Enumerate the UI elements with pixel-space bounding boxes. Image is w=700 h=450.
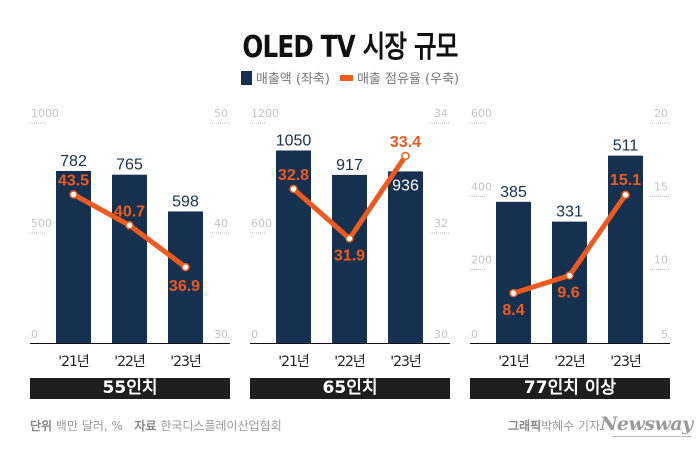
bar [276, 150, 311, 343]
x-tick-label: '21년 [58, 354, 89, 370]
share-point [69, 190, 78, 199]
x-tick-label: '22년 [554, 354, 585, 370]
bar-value-label: 782 [60, 153, 87, 170]
share-value-label: 43.5 [58, 173, 89, 190]
newsway-logo: Newsway [600, 413, 693, 435]
legend-item-revenue: 매출액 (좌축) [240, 68, 330, 87]
left-axis-tick-label: 0 [251, 328, 258, 341]
bar-value-label: 765 [116, 157, 143, 174]
logo-underline [612, 436, 692, 437]
panel-title-55: 55인치 [30, 378, 230, 399]
left-axis-tick-label: 200 [471, 254, 492, 267]
source-value: 한국디스플레이산업협회 [160, 419, 282, 433]
share-value-label: 33.4 [390, 134, 421, 151]
x-tick-label: '21년 [278, 354, 309, 370]
bar [168, 211, 203, 343]
left-axis-tick-label: 0 [471, 328, 478, 341]
x-tick-label: '21년 [498, 354, 529, 370]
right-axis-tick-label: 50 [214, 107, 228, 120]
x-tick-label: '23년 [390, 354, 421, 370]
graphic-value: 박혜수 기자 [541, 419, 601, 433]
left-axis-tick-label: 400 [471, 180, 492, 193]
bar [496, 201, 531, 343]
bar [608, 155, 643, 343]
chart-title: OLED TV 시장 규모 [242, 30, 458, 65]
bar-value-label: 936 [392, 177, 419, 194]
right-axis-tick-label: 40 [214, 217, 228, 230]
share-point [565, 271, 574, 280]
share-value-label: 8.4 [502, 302, 524, 319]
bar-value-label: 917 [336, 157, 363, 174]
panel-title-77: 77인치 이상 [470, 378, 670, 399]
right-axis-tick-label: 20 [654, 107, 668, 120]
right-axis-tick-label: 5 [661, 328, 668, 341]
left-axis-tick-label: 1000 [31, 107, 59, 120]
share-point [509, 288, 518, 298]
share-point [181, 262, 190, 272]
left-axis-tick-label: 0 [31, 328, 38, 341]
share-value-label: 31.9 [334, 248, 365, 265]
source-label: 자료 [134, 419, 157, 433]
x-tick-label: '23년 [170, 354, 201, 370]
right-axis-tick-label: 34 [434, 107, 448, 120]
bar-value-label: 331 [556, 204, 583, 221]
right-axis-tick-label: 32 [434, 217, 448, 230]
right-axis-tick-label: 10 [654, 254, 668, 267]
share-value-label: 32.8 [278, 167, 309, 184]
share-value-label: 36.9 [169, 278, 200, 295]
bar-value-label: 511 [613, 138, 639, 155]
bar-value-label: 598 [172, 193, 199, 210]
legend-label-share: 매출 점유율 (우축) [356, 72, 460, 87]
panel-title-65: 65인치 [250, 378, 450, 399]
share-value-label: 9.6 [557, 285, 579, 302]
legend-swatch-bar [240, 70, 252, 85]
graphic-label: 그래픽 [508, 419, 542, 433]
left-axis-tick-label: 600 [471, 107, 492, 120]
share-point [401, 151, 410, 161]
legend: 매출액 (좌축) 매출 점유율 (우축) [0, 68, 700, 87]
left-axis-tick-label: 500 [31, 217, 52, 230]
share-value-label: 40.7 [114, 203, 145, 220]
unit-label: 단위 [30, 419, 53, 433]
x-tick-label: '22년 [114, 354, 145, 370]
bar-value-label: 385 [500, 184, 527, 201]
right-axis-tick-label: 15 [654, 180, 668, 193]
share-point [621, 190, 630, 200]
bar [332, 174, 367, 343]
legend-item-share: 매출 점유율 (우축) [339, 68, 460, 87]
share-value-label: 15.1 [610, 172, 641, 189]
x-tick-label: '23년 [610, 354, 641, 370]
share-point [345, 234, 354, 243]
footer-source: 단위 백만 달러, % 자료 한국디스플레이산업협회 [30, 417, 282, 434]
share-point [289, 184, 298, 194]
bar [388, 171, 423, 343]
left-axis-tick-label: 600 [251, 217, 272, 230]
bar [552, 221, 587, 343]
legend-swatch-line [339, 74, 353, 81]
footer-credit: 그래픽박혜수 기자 [508, 417, 600, 434]
bar [112, 174, 147, 343]
unit-value: 백만 달러, % [55, 419, 123, 433]
left-axis-tick-label: 1200 [251, 107, 279, 120]
legend-label-revenue: 매출액 (좌축) [255, 72, 330, 87]
share-point [125, 221, 134, 230]
right-axis-tick-label: 30 [434, 328, 448, 341]
x-tick-label: '22년 [334, 354, 365, 370]
bar-value-label: 1050 [276, 133, 312, 150]
right-axis-tick-label: 30 [214, 328, 228, 341]
